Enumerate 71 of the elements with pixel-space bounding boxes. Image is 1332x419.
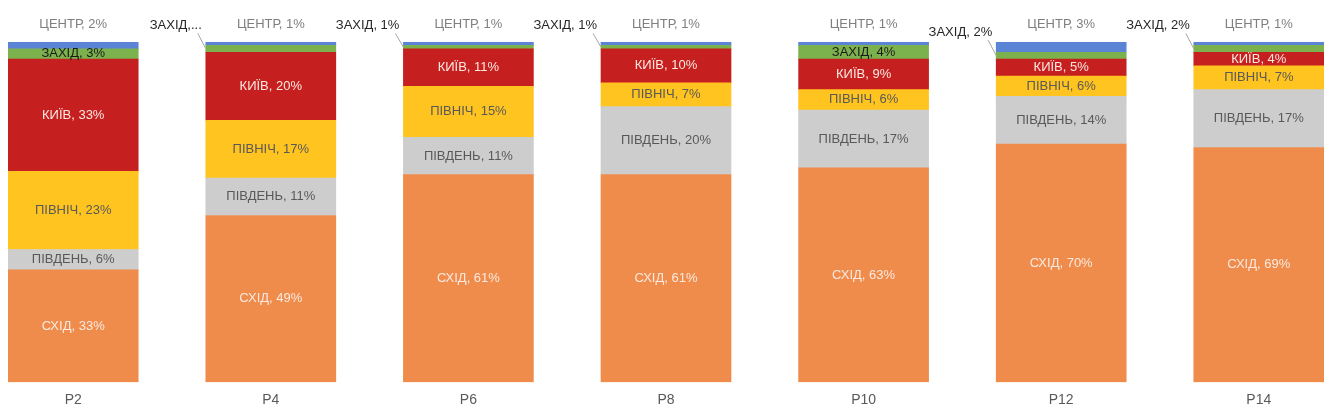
x-tick-label: P10 [851,391,877,408]
data-label: СХІД, 49% [239,290,303,306]
data-label: ПІВДЕНЬ, 11% [423,147,514,163]
bar [600,174,732,383]
bar [1193,45,1324,53]
bar [8,170,139,250]
data-label: ЗАХІД, 1% [335,16,400,32]
bar [1193,147,1324,383]
bar [600,106,732,176]
bar [600,48,732,84]
bar [8,58,139,172]
x-tick-label: P6 [459,391,478,408]
data-label: СХІД, 33% [41,317,106,333]
bar [205,215,337,383]
data-label: ПІВНІЧ, 7% [631,86,702,102]
data-label: ПІВНІЧ, 6% [1026,77,1097,93]
data-label: КИЇВ, 10% [634,57,698,73]
data-label: ПІВНІЧ, 17% [232,140,310,156]
data-label: КИЇВ, 5% [1033,59,1090,75]
bar [403,174,534,383]
data-label: ПІВДЕНЬ, 20% [621,132,712,148]
data-label: ЦЕНТР, 3% [1027,15,1096,31]
bar [8,269,139,383]
data-label: ПІВДЕНЬ, 14% [1016,111,1107,127]
data-label: ПІВНІЧ, 15% [430,103,508,119]
data-label: КИЇВ, 33% [41,106,105,122]
bar [798,109,929,169]
data-label: ЗАХІД,... [149,16,202,32]
bar [995,96,1127,145]
bar [995,143,1127,383]
data-label: СХІД, 63% [832,266,896,282]
bar [995,51,1127,60]
data-label: ЦЕНТР, 1% [236,15,306,31]
data-label: ПІВНІЧ, 6% [828,91,899,107]
bar [205,45,337,53]
bar [995,42,1127,53]
bar [403,85,534,138]
data-label: СХІД, 69% [1227,256,1291,272]
data-label: ЗАХІД, 3% [41,45,106,61]
data-label: ПІВНІЧ, 23% [34,201,112,217]
data-label: ЦЕНТР, 1% [434,15,503,31]
data-label: СХІД, 70% [1029,254,1094,270]
data-label: ПІВНІЧ, 7% [1224,69,1294,85]
x-tick-label: P12 [1048,391,1074,408]
data-label: ЗАХІД, 4% [831,43,896,59]
x-tick-label: P2 [64,391,82,408]
x-tick-label: P8 [657,391,675,408]
data-label: ПІВДЕНЬ, 6% [31,251,116,267]
bar [1193,89,1324,148]
data-label: ЗАХІД, 2% [928,23,993,39]
bar [205,119,337,179]
data-label: СХІД, 61% [634,270,698,286]
data-label: ЦЕНТР, 2% [39,15,108,31]
data-label: СХІД, 61% [436,270,501,286]
data-label: КИЇВ, 20% [239,77,303,93]
data-label: КИЇВ, 4% [1231,50,1287,66]
bar [403,48,534,87]
data-label: ПІВДЕНЬ, 17% [818,130,910,146]
data-label: КИЇВ, 9% [835,65,892,81]
x-tick-label: P4 [262,391,280,408]
data-label: ПІВДЕНЬ, 11% [226,188,316,204]
data-label: ЗАХІД, 1% [533,16,598,32]
x-tick-label: P14 [1246,391,1272,408]
bar [205,51,337,121]
bar [798,167,929,383]
data-label: КИЇВ, 11% [437,59,500,75]
data-label: ЗАХІД, 2% [1126,16,1191,32]
data-label: ПІВДЕНЬ, 17% [1213,110,1305,126]
data-label: ЦЕНТР, 1% [632,15,701,31]
data-label: ЦЕНТР, 1% [1224,15,1294,31]
data-label: ЦЕНТР, 1% [829,15,898,31]
